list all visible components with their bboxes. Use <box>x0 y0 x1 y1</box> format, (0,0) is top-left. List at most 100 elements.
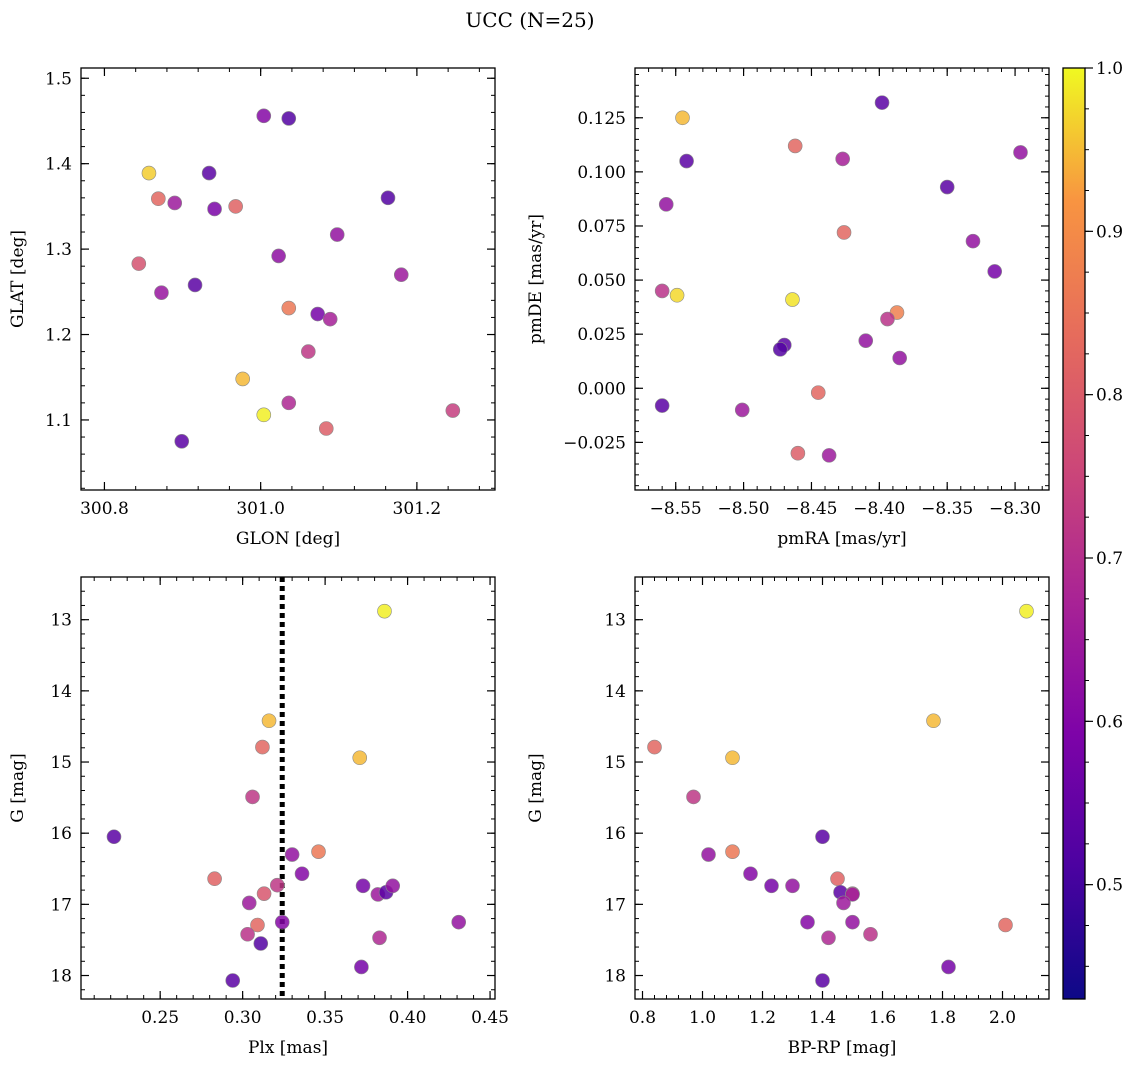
x-tick-label: 0.45 <box>471 1008 509 1028</box>
x-tick-label: 1.0 <box>689 1008 716 1028</box>
y-tick-label: 0.000 <box>577 379 626 399</box>
scatter-point <box>1013 145 1028 160</box>
scatter-point <box>926 713 941 729</box>
scatter-points <box>131 108 461 449</box>
scatter-point <box>372 930 387 946</box>
scatter-point <box>352 750 368 766</box>
scatter-point <box>225 973 241 988</box>
scatter-point <box>235 371 250 387</box>
y-axis-label: pmDE [mas/yr] <box>526 214 546 344</box>
scatter-point <box>256 108 272 124</box>
scatter-point <box>830 871 845 887</box>
y-tick-label: −0.025 <box>563 433 626 453</box>
scatter-point <box>322 311 338 327</box>
x-tick-label: 0.40 <box>389 1008 427 1028</box>
scatter-point <box>858 333 874 348</box>
scatter-point <box>701 847 716 862</box>
major-ticks <box>81 577 495 999</box>
x-tick-label: −8.45 <box>785 499 837 519</box>
y-tick-label: 0.050 <box>577 271 626 291</box>
scatter-point <box>301 344 316 359</box>
scatter-point <box>815 829 830 845</box>
scatter-point <box>253 936 269 951</box>
panel-4: 0.8 1.0 1.2 1.4 1.6 1.8 2.0 13 14 15 16 17 18 BP-RP [… <box>526 576 1050 1058</box>
figure-title: UCC (N=25) <box>465 8 594 32</box>
scatter-point <box>281 300 297 316</box>
scatter-point <box>785 878 800 894</box>
x-tick-label: 300.8 <box>80 499 129 519</box>
scatter-point <box>377 603 392 619</box>
scatter-point <box>845 887 860 902</box>
y-tick-label: 13 <box>604 611 626 631</box>
colorbar-frame <box>1062 67 1086 1000</box>
scatter-point <box>863 926 878 942</box>
y-tick-label: 0.075 <box>577 217 626 237</box>
y-tick-label: 17 <box>50 895 72 915</box>
colorbar-tick-label: 0.7 <box>1096 549 1123 569</box>
y-tick-label: 0.125 <box>577 109 626 129</box>
scatter-point <box>892 350 907 366</box>
scatter-point <box>675 110 690 126</box>
minor-ticks <box>635 576 1049 999</box>
scatter-point <box>294 866 310 882</box>
scatter-point <box>725 750 740 766</box>
x-tick-label: 0.25 <box>141 1008 179 1028</box>
x-tick-label: 0.35 <box>306 1008 344 1028</box>
scatter-point <box>245 789 260 805</box>
scatter-point <box>965 233 981 249</box>
scatter-point <box>772 342 788 357</box>
colorbar-tick-label: 0.5 <box>1096 876 1123 896</box>
scatter-point <box>790 445 806 461</box>
scatter-point <box>810 385 826 400</box>
minor-ticks <box>81 68 495 490</box>
scatter-point <box>785 292 800 307</box>
x-tick-label: −8.40 <box>853 499 905 519</box>
colorbar: 0.5 0.6 0.7 0.8 0.9 1.0 <box>1062 59 1123 1000</box>
colorbar-tick-label: 0.8 <box>1096 386 1123 406</box>
scatter-point <box>167 195 183 211</box>
scatter-point <box>679 153 694 169</box>
scatter-point <box>821 930 836 946</box>
scatter-point <box>821 448 837 463</box>
scatter-point <box>256 886 272 901</box>
scatter-point <box>787 138 803 154</box>
x-axis-label: Plx [mas] <box>248 1038 328 1058</box>
panel-2: −8.55 −8.50 −8.45 −8.40 −8.35 −8.30 −0.025 0.00… <box>526 67 1050 549</box>
scatter-point <box>734 402 750 418</box>
colorbar-gradient <box>1063 68 1085 999</box>
y-tick-label: 17 <box>604 895 626 915</box>
y-axis-label: GLAT [deg] <box>8 230 28 328</box>
scatter-point <box>845 914 860 930</box>
scatter-point <box>654 398 670 413</box>
scatter-point <box>201 165 217 181</box>
scatter-point <box>284 847 300 862</box>
y-tick-label: 1.1 <box>45 411 72 431</box>
scatter-point <box>941 959 956 975</box>
scatter-point <box>987 264 1003 279</box>
scatter-point <box>654 283 670 299</box>
minor-ticks <box>81 576 495 999</box>
x-axis-label: pmRA [mas/yr] <box>777 529 906 549</box>
scatter-point <box>764 878 779 894</box>
y-axis-label: G [mag] <box>8 753 28 822</box>
colorbar-tick-label: 1.0 <box>1096 59 1123 79</box>
colorbar-tick-label: 0.9 <box>1096 222 1123 242</box>
y-tick-label: 16 <box>50 824 72 844</box>
scatter-point <box>686 789 701 805</box>
y-tick-label: 15 <box>604 753 626 773</box>
scatter-point <box>241 895 257 911</box>
x-axis-label: GLON [deg] <box>236 529 340 549</box>
scatter-point <box>256 407 272 423</box>
scatter-point <box>131 256 147 271</box>
scatter-point <box>835 151 850 167</box>
scatter-point <box>207 201 222 217</box>
scatter-point <box>725 844 740 859</box>
scatter-point <box>1019 603 1034 619</box>
axes-frame <box>634 576 1050 1000</box>
x-tick-label: 301.2 <box>393 499 442 519</box>
scatter-point <box>743 866 758 882</box>
x-tick-label: 0.30 <box>224 1008 262 1028</box>
y-tick-label: 1.5 <box>45 69 72 89</box>
scatter-point <box>329 227 345 242</box>
